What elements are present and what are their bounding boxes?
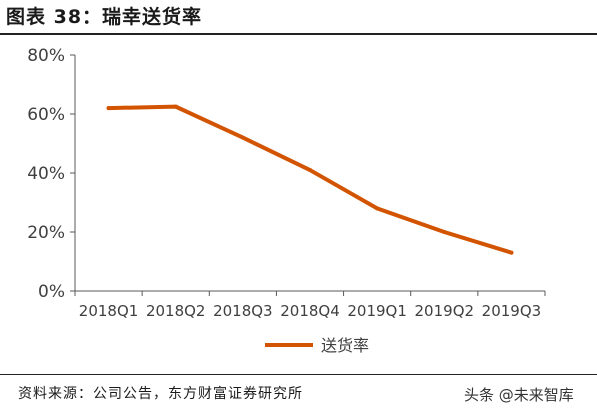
y-tick-label: 0% [38,282,65,302]
data-point [308,168,312,173]
footer-divider [0,374,597,375]
data-point [375,206,380,211]
x-tick-label: 2018Q4 [280,302,340,320]
x-tick-label: 2018Q2 [146,302,206,320]
data-point [442,230,447,234]
x-tick-label: 2019Q2 [415,302,475,320]
source-note: 资料来源：公司公告，东方财富证券研究所 [18,386,303,402]
title-divider [0,33,597,35]
x-tick-label: 2019Q3 [482,302,542,320]
x-tick-label: 2018Q1 [79,302,139,320]
x-tick-label: 2019Q1 [347,302,407,320]
x-tick-label: 2018Q3 [213,302,273,320]
line-chart: 0% 20% 40% 60% 80% 2018Q1 2018Q2 2018Q3 2018Q4 20… [27,46,546,355]
legend-label: 送货率 [321,336,369,355]
figure-title: 图表 38：瑞幸送货率 [6,6,203,28]
data-point [106,106,111,111]
data-point [173,104,178,109]
series-line [106,104,514,255]
y-tick-label: 80% [27,46,65,66]
data-point [240,135,245,140]
watermark: 头条 @未来智库 [462,384,576,405]
y-tick-label: 20% [27,223,65,243]
y-tick-label: 40% [27,164,65,184]
data-point [509,250,514,255]
y-tick-label: 60% [27,105,65,125]
